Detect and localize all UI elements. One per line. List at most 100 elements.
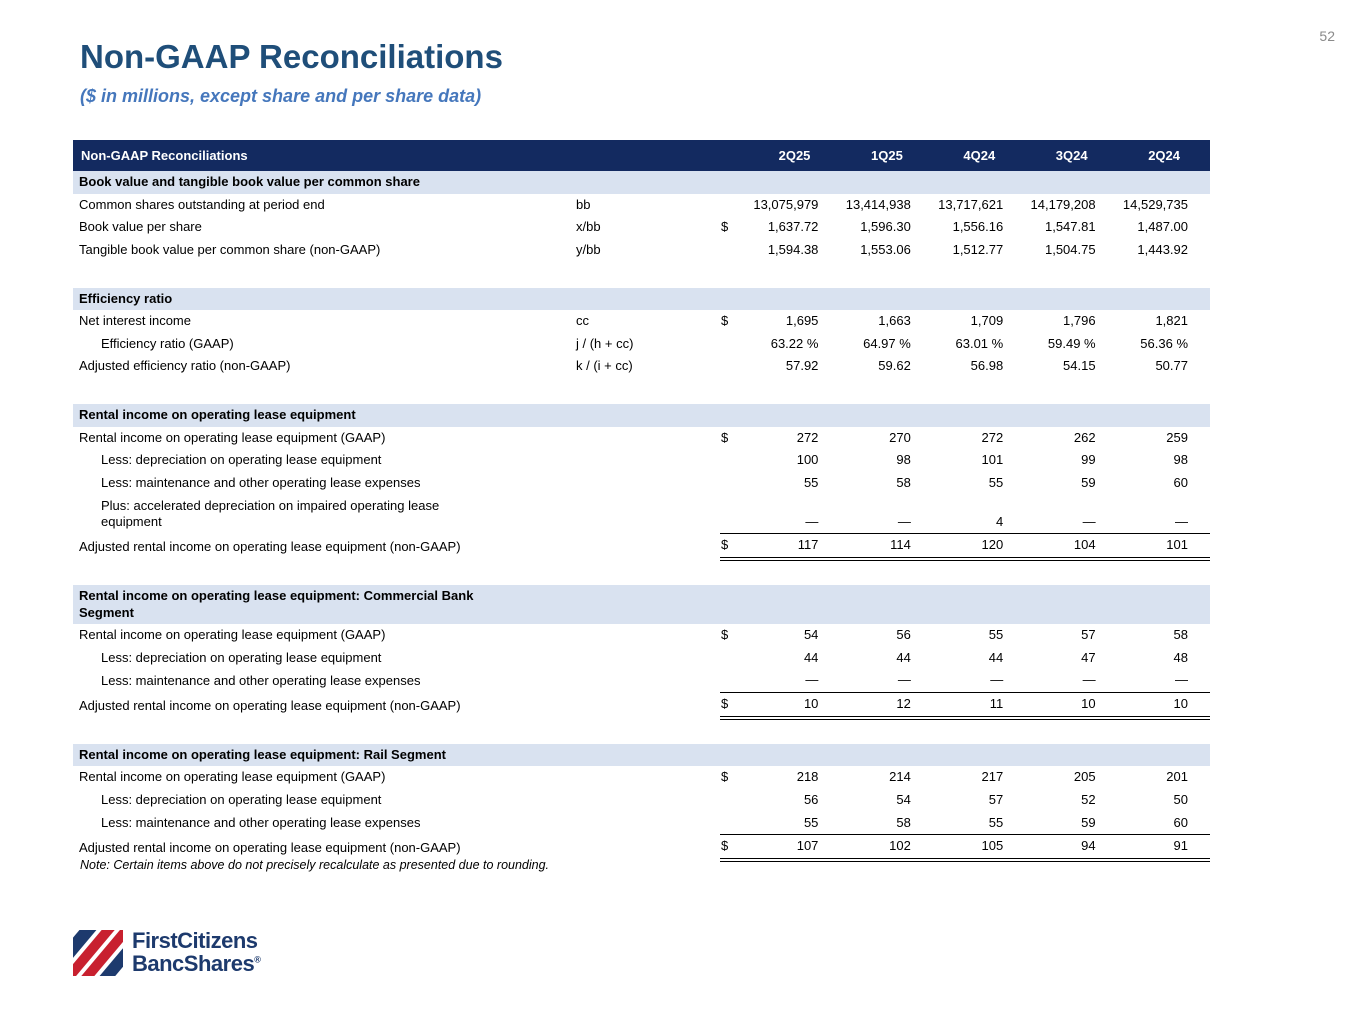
row-value: 59.49 % <box>1047 335 1096 351</box>
table-row: Adjusted rental income on operating leas… <box>73 533 1210 561</box>
row-value: 54.15 <box>1063 358 1096 374</box>
dollar-sign <box>720 495 748 534</box>
section-title: Book value and tangible book value per c… <box>73 171 1210 194</box>
dollar-sign <box>720 239 748 262</box>
row-value: 56.98 <box>970 358 1004 374</box>
row-value: 10 <box>1117 691 1210 720</box>
dollar-sign: $ <box>721 219 729 235</box>
table-header: Non-GAAP Reconciliations 2Q25 1Q25 4Q24 3Q2… <box>73 140 1210 171</box>
row-value: 1,547.81 <box>1044 219 1096 235</box>
row-value: 10 <box>1025 691 1118 720</box>
logo-text: FirstCitizens BancShares® <box>132 929 261 976</box>
dollar-sign: $ <box>720 533 749 561</box>
row-value: 1,695 <box>785 313 819 329</box>
table-header-row: Non-GAAP Reconciliations 2Q25 1Q25 4Q24 3Q2… <box>73 140 1210 171</box>
row-formula <box>575 766 720 789</box>
footnote: Note: Certain items above do not precise… <box>80 858 550 872</box>
row-formula <box>575 427 720 450</box>
table-row: Less: maintenance and other operating le… <box>73 812 1210 835</box>
dollar-sign: $ <box>720 834 749 862</box>
row-value: 52 <box>1081 791 1096 807</box>
row-value: 205 <box>1073 769 1096 785</box>
row-value: 102 <box>840 834 933 862</box>
row-value: 59 <box>1081 814 1096 830</box>
row-value: 57 <box>988 791 1004 807</box>
row-value: 44 <box>988 649 1004 665</box>
row-value: 1,443.92 <box>1137 241 1188 257</box>
row-value: 55 <box>988 474 1004 490</box>
section-title: Rental income on operating lease equipme… <box>73 404 1210 427</box>
dollar-sign <box>720 449 748 472</box>
row-value: — <box>805 513 819 529</box>
row-formula: y/bb <box>576 241 601 257</box>
row-value: — <box>897 672 911 688</box>
row-value: 120 <box>932 533 1026 561</box>
row-label: Less: depreciation on operating lease eq… <box>101 791 382 807</box>
row-value: 59.62 <box>878 358 911 374</box>
row-value: 262 <box>1073 429 1096 445</box>
table-row: Less: depreciation on operating lease eq… <box>73 789 1210 812</box>
logo-name-line2: BancShares® <box>132 952 261 976</box>
row-value: 57.92 <box>785 358 819 374</box>
reconciliation-table: Non-GAAP Reconciliations 2Q25 1Q25 4Q24 3Q2… <box>73 140 1210 862</box>
logo-icon <box>73 930 123 976</box>
row-value: 55 <box>988 814 1004 830</box>
row-formula: j / (h + cc) <box>576 335 634 351</box>
table-row: Less: maintenance and other operating le… <box>73 669 1210 692</box>
row-value: 91 <box>1117 834 1210 862</box>
row-value: 1,504.75 <box>1044 241 1096 257</box>
table-row: Book value per share x/bb $1,637.72 1,596.3… <box>73 216 1210 239</box>
row-value: 48 <box>1173 649 1188 665</box>
page-subtitle: ($ in millions, except share and per sha… <box>80 86 482 106</box>
dollar-sign: $ <box>721 429 729 445</box>
row-value: 1,663 <box>878 313 911 329</box>
row-value: 114 <box>840 533 933 561</box>
table-row: Common shares outstanding at period end b… <box>73 194 1210 217</box>
row-value: 50.77 <box>1155 358 1188 374</box>
row-label: Plus: accelerated depreciation on impair… <box>101 497 440 530</box>
section-title: Efficiency ratio <box>73 287 1210 311</box>
row-value: 1,796 <box>1063 313 1096 329</box>
row-formula <box>575 624 720 647</box>
row-value: 101 <box>981 452 1004 468</box>
row-value: 1,821 <box>1155 313 1188 329</box>
row-value: — <box>1175 513 1188 529</box>
row-formula <box>575 835 720 860</box>
row-value: 1,487.00 <box>1137 219 1188 235</box>
row-formula <box>575 495 720 534</box>
dollar-sign <box>720 472 748 495</box>
page-title: Non-GAAP Reconciliations <box>80 38 503 75</box>
row-label: Rental income on operating lease equipme… <box>79 627 386 643</box>
row-formula <box>575 472 720 495</box>
row-value: — <box>897 513 911 529</box>
table-body: Book value and tangible book value per c… <box>73 171 1210 862</box>
dollar-sign <box>720 647 748 670</box>
row-label: Rental income on operating lease equipme… <box>79 769 386 785</box>
row-label: Book value per share <box>79 219 202 235</box>
dollar-sign: $ <box>721 769 729 785</box>
row-value: 201 <box>1166 769 1188 785</box>
row-formula <box>575 449 720 472</box>
row-formula: x/bb <box>576 219 601 235</box>
section-header: Book value and tangible book value per c… <box>73 171 1210 194</box>
table-row: Tangible book value per common share (no… <box>73 239 1210 262</box>
row-value: — <box>1082 513 1096 529</box>
section-header: Rental income on operating lease equipme… <box>73 404 1210 427</box>
section-spacer <box>73 558 1210 585</box>
page-number: 52 <box>1319 28 1335 44</box>
row-label: Adjusted efficiency ratio (non-GAAP) <box>79 358 291 374</box>
row-value: 272 <box>796 429 819 445</box>
row-value: 259 <box>1166 429 1188 445</box>
row-label: Less: depreciation on operating lease eq… <box>101 649 382 665</box>
row-value: 1,596.30 <box>860 219 911 235</box>
column-header-2q24: 2Q24 <box>1117 140 1210 171</box>
row-formula: k / (i + cc) <box>576 358 633 374</box>
row-value: 104 <box>1025 533 1118 561</box>
table-row: Rental income on operating lease equipme… <box>73 766 1210 789</box>
row-value: 63.22 % <box>770 335 819 351</box>
row-value: 55 <box>803 474 819 490</box>
row-formula <box>575 534 720 559</box>
row-value: 54 <box>896 791 911 807</box>
row-value: 1,512.77 <box>952 241 1004 257</box>
row-value: 218 <box>796 769 819 785</box>
